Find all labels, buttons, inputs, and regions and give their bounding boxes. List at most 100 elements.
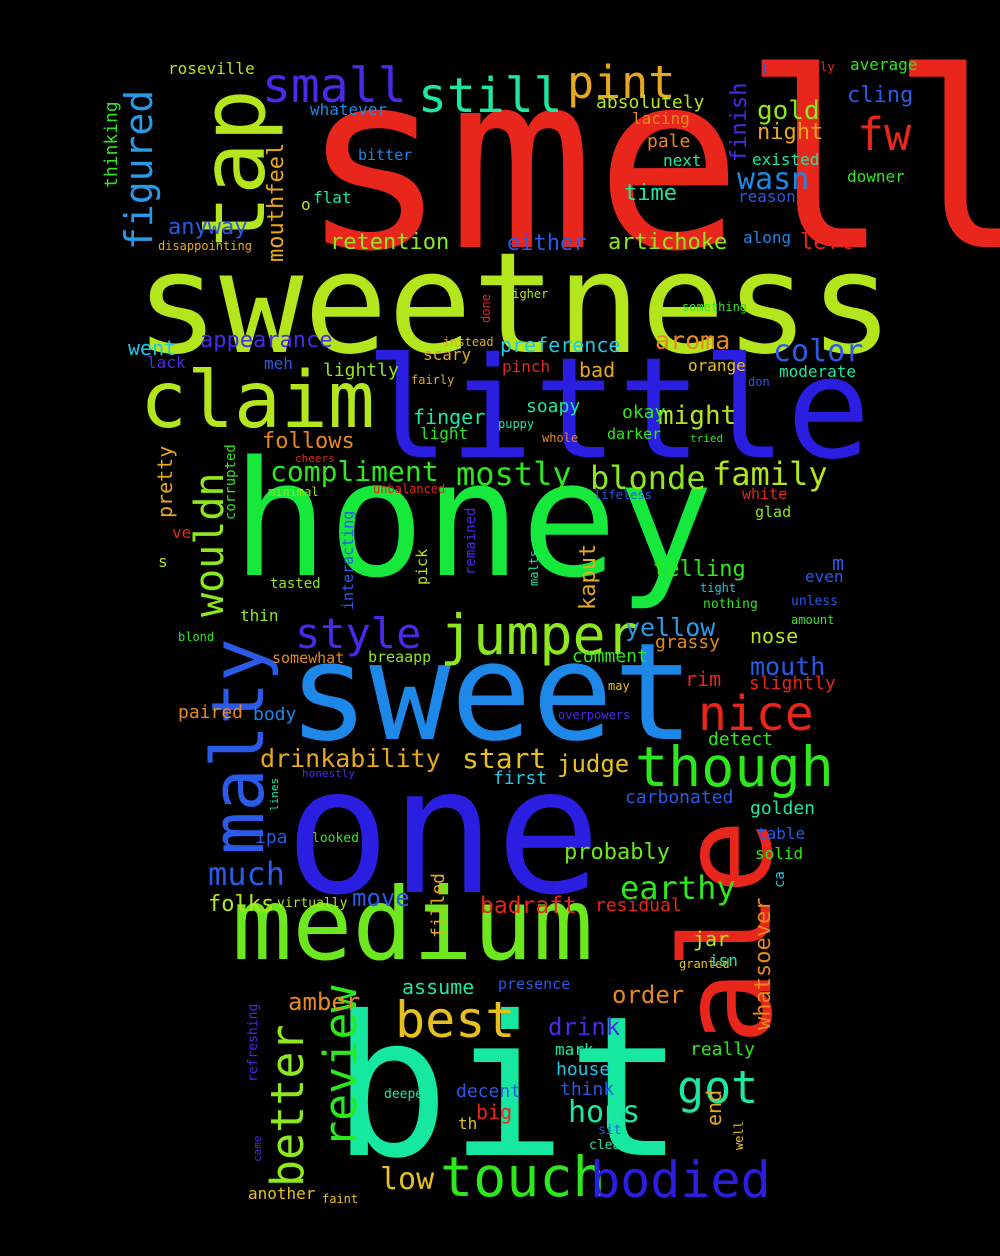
word-mostly: mostly [456,455,572,493]
word-gold: gold [757,96,820,126]
word-somewhat: somewhat [272,649,345,667]
word-scary: scary [423,345,472,364]
word-assume: assume [402,975,475,999]
word-house: house [556,1059,611,1080]
word-fw: fw [857,108,912,161]
word-tried: tried [690,432,724,445]
word-drink: drink [548,1013,621,1041]
word-jumper: jumper [440,603,639,667]
word-decent: decent [456,1081,522,1102]
word-interacting: interacting [339,510,357,610]
word-big: big [476,1100,513,1124]
word-darker: darker [607,425,662,443]
word-bit: bit [332,974,685,1201]
word-granted: granted [679,957,730,971]
word-night: night [757,120,824,145]
word-golden: golden [750,798,816,819]
word-still: still [418,68,563,124]
word-earthy: earthy [620,869,736,907]
word-first: first [493,768,548,789]
word-claim: claim [140,356,375,446]
word-touch: touch [440,1145,606,1209]
word-honestly: honestly [302,767,355,780]
word-meh: meh [264,354,293,373]
word-kaput: kaput [576,543,601,610]
word-puppy: puppy [498,417,535,431]
word-remained: remained [463,507,479,575]
word-slightly: slightly [749,673,836,694]
word-drinkability: drinkability [260,744,441,773]
word-family: family [712,455,828,493]
word-overpowers: overpowers [558,708,631,722]
word-moderate: moderate [779,362,857,381]
word-nice: nice [698,686,814,742]
word-pint: pint [567,56,676,109]
word-comment: comment [572,646,648,667]
word-probably: probably [564,840,670,865]
word-residual: residual [595,895,682,916]
word-badraft: badraft [480,893,577,919]
word-orange: orange [688,356,746,375]
word-amount: amount [791,613,835,627]
word-ve: ve [172,523,192,542]
word-table: table [757,824,806,843]
word-lack: lack [147,353,186,372]
word-next: next [663,151,702,170]
word-minimal: minimal [268,485,319,499]
word-totally: totally [784,60,835,74]
word-roseville: roseville [168,59,255,78]
word-order: order [612,981,685,1009]
word-ca: ca [772,871,788,888]
word-well: well [732,1121,746,1150]
word-whatsoever: whatsoever [751,897,776,1030]
word-bodied: bodied [590,1151,771,1209]
word-wasn: wasn [737,162,810,197]
word-preference: preference [500,333,621,357]
word-start: start [462,742,547,775]
word-honey: honey [232,426,714,613]
word-got: got [677,1061,759,1114]
word-fairly: fairly [411,373,455,387]
word-really: really [690,1039,756,1060]
word-went: went [128,336,177,360]
word-light: light [420,424,469,443]
word-much: much [208,855,286,893]
word-don: don [748,375,770,389]
word-hops: hops [568,1095,641,1130]
word-bad: bad [579,358,616,382]
word-judge: judge [557,750,630,778]
word-blond: blond [178,630,215,644]
word-grassy: grassy [655,632,721,653]
word-body: body [253,704,297,725]
word-sweetness: sweetness [135,223,894,386]
word-though: though [635,735,834,799]
word-looked: looked [312,831,359,846]
word-jar: jar [693,927,730,951]
word-end: end [702,1089,726,1126]
word-appearance: appearance [200,328,333,353]
word-aroma: aroma [655,326,731,355]
word-ipa: ipa [255,827,288,848]
word-color: color [773,334,864,369]
word-o: o [301,195,311,214]
word-one: one [285,731,602,934]
word-compliment: compliment [270,455,439,488]
word-along: along [743,228,792,247]
word-pretty: pretty [153,445,177,518]
word-sweet: sweet [288,614,695,771]
word-lines: lines [268,777,281,811]
word-average: average [850,55,918,74]
word-pale: pale [647,131,691,152]
word-nose: nose [750,624,799,648]
word-whatever: whatever [310,100,388,119]
word-downer: downer [847,167,905,186]
word-medium: medium [232,866,594,983]
word-something: something [682,300,748,314]
word-style: style [295,609,422,658]
word-telling: telling [653,557,746,582]
word-tight: tight [700,581,737,595]
word-think: think [560,1079,615,1100]
word-soapy: soapy [526,396,581,417]
word-glad: glad [755,503,792,521]
word-low: low [380,1162,435,1197]
